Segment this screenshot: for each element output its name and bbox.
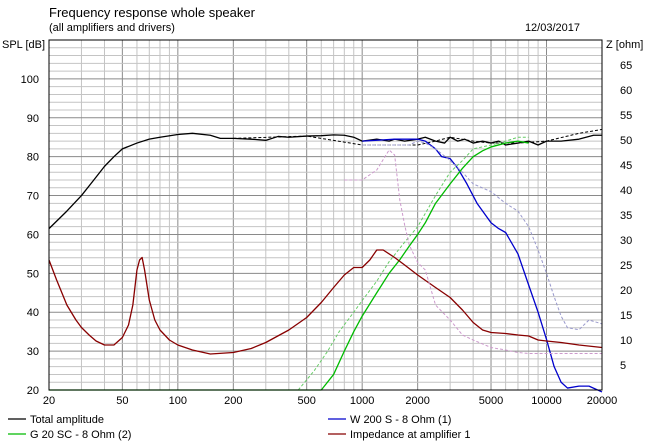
y2-tick-label: 5 (620, 360, 626, 372)
y2-tick-label: 35 (620, 210, 632, 222)
x-tick-label: 2000 (405, 395, 429, 407)
x-tick-label: 20000 (587, 395, 618, 407)
chart-subtitle: (all amplifiers and drivers) (49, 22, 175, 34)
x-tick-label: 10000 (531, 395, 562, 407)
x-tick-label: 50 (116, 395, 128, 407)
y-tick-label: 80 (27, 152, 39, 164)
legend-label-woofer: W 200 S - 8 Ohm (1) (350, 414, 451, 426)
series-line-2 (362, 138, 603, 393)
y2-tick-label: 55 (620, 110, 632, 122)
y-axis-left-label: SPL [dB] (2, 39, 45, 51)
y-tick-label: 60 (27, 229, 39, 241)
y2-tick-label: 30 (620, 235, 632, 247)
y-tick-label: 100 (21, 74, 39, 86)
y2-tick-label: 60 (620, 85, 632, 97)
series-line-3 (362, 140, 603, 331)
x-tick-label: 500 (298, 395, 316, 407)
plot-frame (48, 39, 603, 391)
y2-tick-label: 40 (620, 185, 632, 197)
y2-tick-label: 10 (620, 335, 632, 347)
legend-label-impedance: Impedance at amplifier 1 (350, 429, 470, 441)
y-tick-label: 50 (27, 268, 39, 280)
y-tick-label: 90 (27, 113, 39, 125)
y2-tick-label: 45 (620, 160, 632, 172)
x-tick-label: 20 (43, 395, 55, 407)
x-tick-label: 100 (169, 395, 187, 407)
legend-label-total: Total amplitude (30, 414, 104, 426)
legend-label-tweeter: G 20 SC - 8 Ohm (2) (30, 429, 131, 441)
y2-tick-label: 50 (620, 135, 632, 147)
legend: Total amplitude W 200 S - 8 Ohm (1) G 20… (8, 414, 470, 441)
y-axis-right-label: Z [ohm] (606, 39, 643, 51)
y2-tick-label: 65 (620, 60, 632, 72)
x-tick-label: 5000 (479, 395, 503, 407)
y2-tick-label: 15 (620, 310, 632, 322)
tick-labels: 20 50 100 200 500 1000 2000 5000 10000 20000 20 30 4… (21, 60, 633, 407)
series-line-7 (344, 149, 602, 354)
y2-tick-label: 20 (620, 285, 632, 297)
series-line-5 (297, 136, 529, 391)
chart-date: 12/03/2017 (525, 22, 580, 34)
series-line-0 (48, 132, 602, 230)
x-tick-label: 200 (224, 395, 242, 407)
y-tick-label: 70 (27, 191, 39, 203)
y-tick-label: 30 (27, 346, 39, 358)
y-tick-label: 20 (27, 385, 39, 397)
y2-tick-label: 25 (620, 260, 632, 272)
series-line-1 (233, 128, 603, 146)
curves (48, 128, 603, 393)
x-tick-label: 1000 (350, 395, 374, 407)
grid (48, 39, 603, 391)
y-tick-label: 40 (27, 307, 39, 319)
chart-title: Frequency response whole speaker (49, 5, 256, 20)
series-line-6 (48, 249, 603, 355)
series-line-4 (49, 140, 529, 391)
